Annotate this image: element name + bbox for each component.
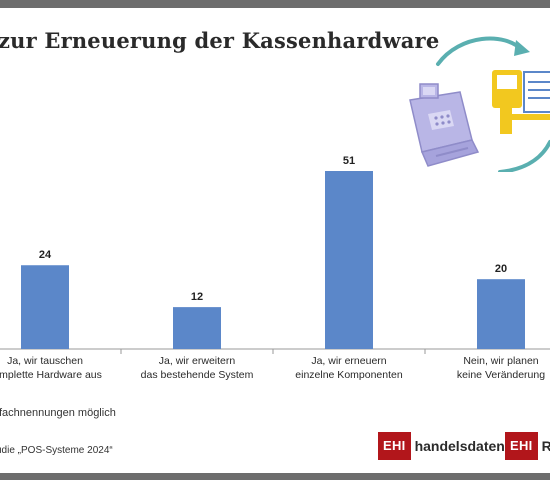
handelsdaten-label: handelsdaten.de: [414, 438, 526, 454]
bottom-border: [0, 473, 550, 480]
category-label-0-0: Ja, wir tauschen: [7, 355, 83, 367]
data-label-2: 51: [343, 155, 355, 167]
category-label-1-1: das bestehende System: [141, 369, 254, 381]
top-border: [0, 0, 550, 8]
category-label-2-1: einzelne Komponenten: [295, 369, 403, 381]
ehi-badge: EHI: [378, 432, 411, 460]
data-label-3: 20: [495, 263, 507, 275]
category-label-2-0: Ja, wir erneuern: [311, 355, 386, 367]
cycle-arrows-icon: [436, 36, 550, 172]
handelsdaten-logo: EHI handelsdaten.de: [378, 431, 525, 461]
ehi-retail-label: Ret: [541, 438, 550, 454]
bar-chart: 24 Ja, wir tauschen komplette Hardware aus…: [0, 155, 550, 381]
pos-illustration: [409, 36, 550, 172]
cash-register-icon: [409, 83, 480, 167]
category-label-3-1: keine Veränderung: [457, 369, 545, 381]
bar-1: [173, 307, 221, 349]
pos-terminal-icon: [492, 70, 550, 134]
footnote: fachnennungen möglich: [0, 407, 116, 419]
bar-3: [477, 279, 525, 349]
data-label-0: 24: [39, 249, 52, 261]
ehi-retail-logo: EHI Ret: [505, 431, 550, 461]
source-note: udie „POS-Systeme 2024“: [0, 445, 113, 456]
category-label-3-0: Nein, wir planen: [463, 355, 538, 367]
ehi-badge-right: EHI: [505, 432, 538, 460]
data-label-1: 12: [191, 291, 203, 303]
chart-title: zur Erneuerung der Kassenhardware: [0, 28, 440, 53]
bar-2: [325, 171, 373, 349]
category-label-0-1: komplette Hardware aus: [0, 369, 102, 381]
category-label-1-0: Ja, wir erweitern: [159, 355, 236, 367]
bar-0: [21, 265, 69, 349]
